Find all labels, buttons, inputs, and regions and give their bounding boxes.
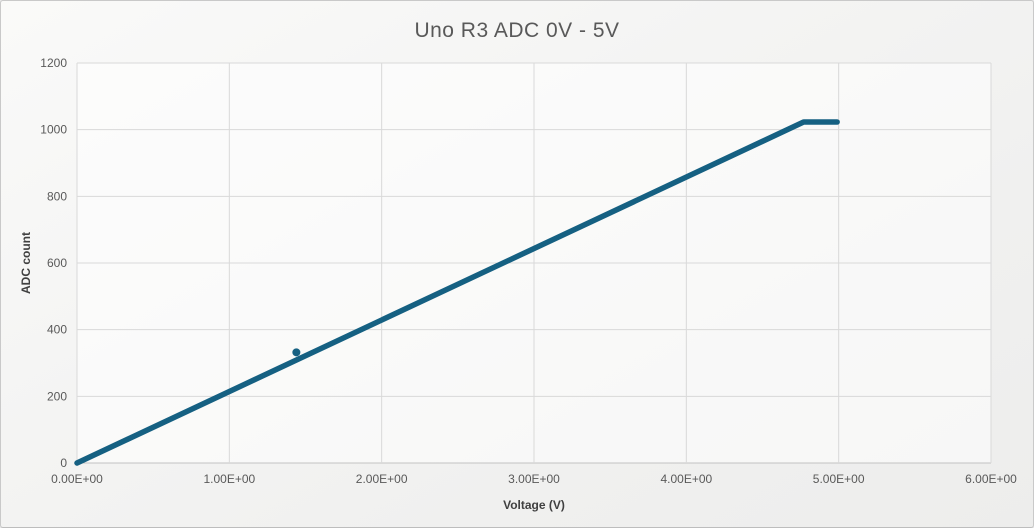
x-axis-title: Voltage (V): [503, 498, 565, 512]
x-tick-label: 0.00E+00: [51, 472, 103, 486]
x-tick-label: 5.00E+00: [813, 472, 865, 486]
y-tick-label: 200: [47, 389, 67, 403]
x-tick-label: 6.00E+00: [965, 472, 1017, 486]
y-tick-label: 400: [47, 323, 67, 337]
y-tick-label: 1200: [40, 56, 67, 70]
x-tick-label: 3.00E+00: [508, 472, 560, 486]
y-tick-label: 1000: [40, 123, 67, 137]
y-tick-label: 0: [60, 456, 67, 470]
x-tick-label: 4.00E+00: [660, 472, 712, 486]
x-tick-label: 1.00E+00: [203, 472, 255, 486]
data-series-line: [74, 119, 840, 466]
x-tick-label: 2.00E+00: [356, 472, 408, 486]
chart-title: Uno R3 ADC 0V - 5V: [414, 19, 620, 42]
y-tick-label: 600: [47, 256, 67, 270]
y-tick-label: 800: [47, 189, 67, 203]
outlier-point: [292, 348, 301, 357]
